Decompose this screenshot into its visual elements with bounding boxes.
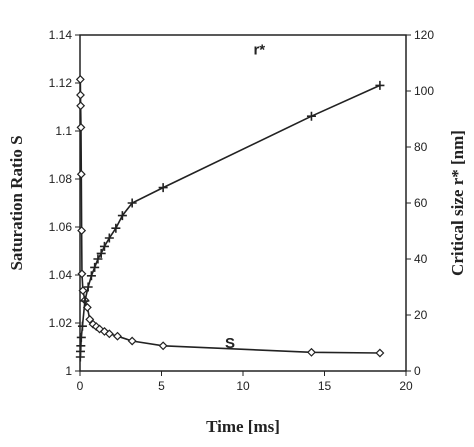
series-s-point bbox=[100, 326, 109, 336]
series-r-star-point bbox=[158, 183, 168, 193]
y-left-tick-label: 1.14 bbox=[49, 28, 73, 42]
series-r-star-point bbox=[90, 262, 100, 272]
y-left-tick-label: 1.12 bbox=[49, 76, 73, 90]
series-s-point bbox=[91, 322, 101, 332]
x-tick-label: 10 bbox=[236, 379, 250, 393]
series-r-star-point bbox=[99, 241, 109, 251]
series-r-star-point bbox=[96, 248, 106, 258]
y-left-tick-label: 1.02 bbox=[49, 316, 73, 330]
series-r-star: r* bbox=[75, 42, 385, 362]
y-left-tick-label: 1.1 bbox=[55, 124, 72, 138]
series-r-star-label: r* bbox=[253, 42, 265, 59]
series-s-point bbox=[113, 331, 122, 341]
y-right-tick-label: 40 bbox=[414, 252, 428, 266]
series-s-point bbox=[76, 90, 85, 100]
series-r-star-point bbox=[76, 332, 86, 342]
series-r-star-point bbox=[306, 111, 316, 121]
series-s: S bbox=[75, 74, 385, 358]
y-left-tick-label: 1.04 bbox=[49, 268, 73, 282]
x-tick-label: 0 bbox=[77, 379, 84, 393]
series-s-point bbox=[307, 347, 316, 357]
axes-layer: 0 5 10 15 2011.021.041.061.081.11.121.140204… bbox=[49, 28, 435, 393]
series-s-point bbox=[77, 269, 87, 279]
series-s-point bbox=[77, 226, 87, 236]
x-tick-label: 15 bbox=[318, 379, 332, 393]
x-tick-label: 20 bbox=[399, 379, 413, 393]
series-s-point bbox=[85, 314, 95, 324]
series-r-star-point bbox=[83, 282, 93, 292]
y-right-tick-label: 80 bbox=[414, 140, 428, 154]
series-r-star-point bbox=[117, 211, 127, 221]
y-right-tick-label: 120 bbox=[414, 28, 434, 42]
series-r-star-point bbox=[76, 341, 86, 351]
series-s-point bbox=[375, 348, 385, 358]
series-r-star-point bbox=[93, 254, 103, 264]
series-s-point bbox=[158, 341, 168, 351]
y-right-tick-label: 20 bbox=[414, 308, 428, 322]
x-axis-title: Time [ms] bbox=[206, 417, 280, 436]
series-r-star-point bbox=[104, 233, 114, 243]
series-s-point bbox=[76, 169, 86, 179]
series-s-point bbox=[76, 101, 86, 111]
y-left-tick-label: 1 bbox=[65, 364, 72, 378]
y-left-tick-label: 1.06 bbox=[49, 220, 73, 234]
y-left-axis-title: Saturation Ratio S bbox=[7, 135, 26, 270]
series-r-star-point bbox=[111, 223, 121, 233]
y-right-tick-label: 60 bbox=[414, 196, 428, 210]
series-s-point bbox=[104, 329, 114, 339]
y-right-tick-label: 0 bbox=[414, 364, 421, 378]
series-layer: Sr* bbox=[75, 42, 385, 362]
series-s-point bbox=[76, 122, 86, 132]
y-right-axis-title: Critical size r* [nm] bbox=[448, 130, 467, 276]
series-r-star-point bbox=[80, 296, 90, 306]
series-s-point bbox=[75, 74, 85, 84]
series-s-point bbox=[127, 336, 137, 346]
series-r-star-point bbox=[86, 271, 96, 281]
series-r-star-point bbox=[375, 80, 385, 90]
y-right-tick-label: 100 bbox=[414, 84, 434, 98]
series-s-label: S bbox=[225, 335, 235, 352]
series-r-star-point bbox=[77, 321, 87, 331]
series-s-point bbox=[78, 286, 88, 296]
y-left-tick-label: 1.08 bbox=[49, 172, 73, 186]
series-r-star-line bbox=[79, 84, 381, 358]
series-r-star-point bbox=[127, 198, 137, 208]
x-tick-label: 5 bbox=[158, 379, 165, 393]
